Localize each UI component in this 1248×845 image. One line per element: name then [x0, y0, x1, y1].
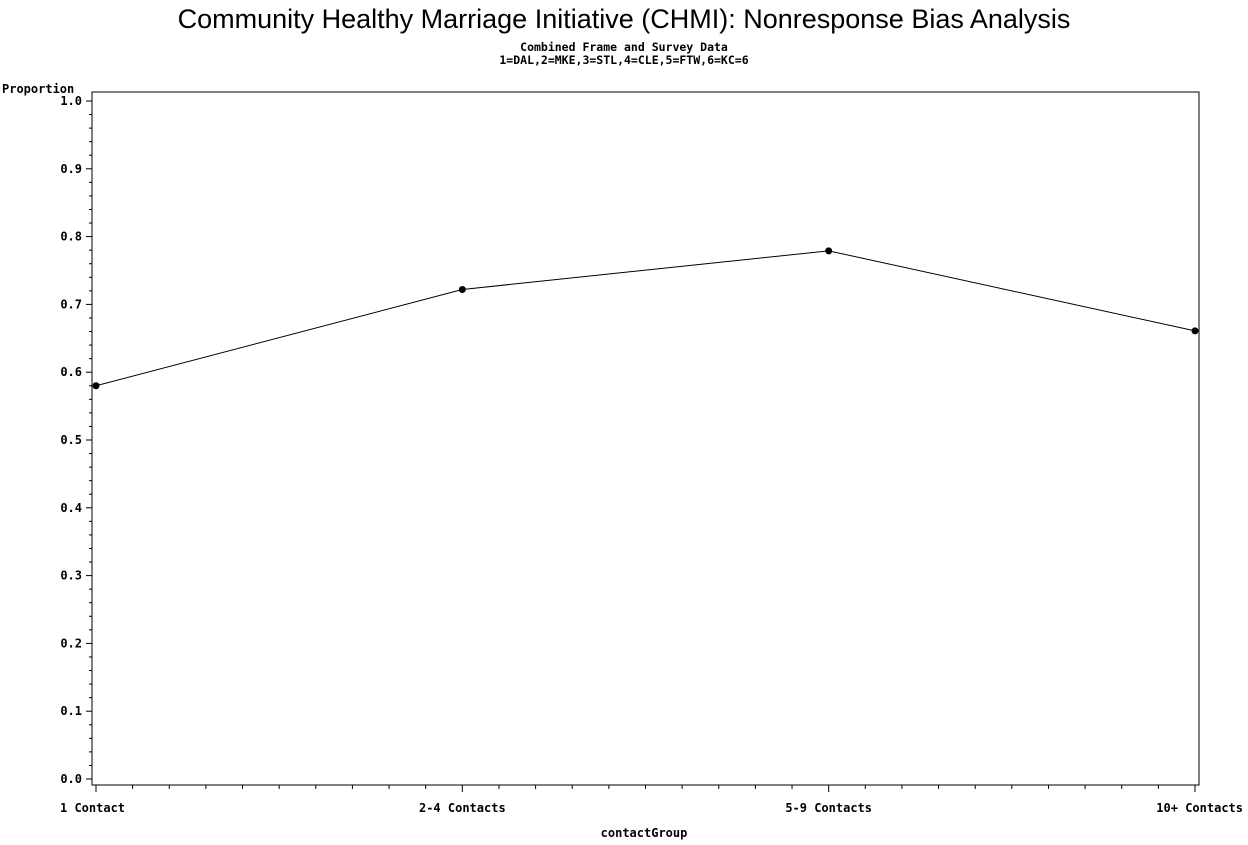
y-tick-label: 1.0 — [60, 94, 82, 108]
data-point — [458, 285, 466, 293]
y-tick-label: 0.4 — [60, 501, 82, 515]
y-axis-label: Proportion — [2, 82, 74, 96]
y-tick-label: 0.6 — [60, 365, 82, 379]
x-tick-label: 2-4 Contacts — [419, 801, 506, 815]
chart-title: Community Healthy Marriage Initiative (C… — [177, 4, 1071, 34]
x-axis-label: contactGroup — [601, 826, 688, 840]
chart-subtitle-codes: 1=DAL,2=MKE,3=STL,4=CLE,5=FTW,6=KC=6 — [499, 53, 749, 67]
plot-frame — [91, 91, 1200, 786]
series-line — [95, 250, 1196, 387]
x-tick-label: 1 Contact — [60, 801, 125, 815]
y-tick-label: 0.9 — [60, 162, 82, 176]
y-tick-label: 0.3 — [60, 569, 82, 583]
y-tick-label: 0.7 — [60, 297, 82, 311]
y-tick-label: 0.0 — [60, 772, 82, 786]
x-tick-label: 10+ Contacts — [1156, 801, 1243, 815]
data-point — [825, 247, 833, 255]
x-tick-label: 5-9 Contacts — [785, 801, 872, 815]
data-point — [1191, 327, 1199, 335]
y-tick-label: 0.1 — [60, 704, 82, 718]
y-tick-label: 0.8 — [60, 230, 82, 244]
y-tick-label: 0.2 — [60, 636, 82, 650]
y-tick-label: 0.5 — [60, 433, 82, 447]
data-point — [92, 382, 100, 390]
chart-subtitle: Combined Frame and Survey Data — [520, 40, 728, 54]
